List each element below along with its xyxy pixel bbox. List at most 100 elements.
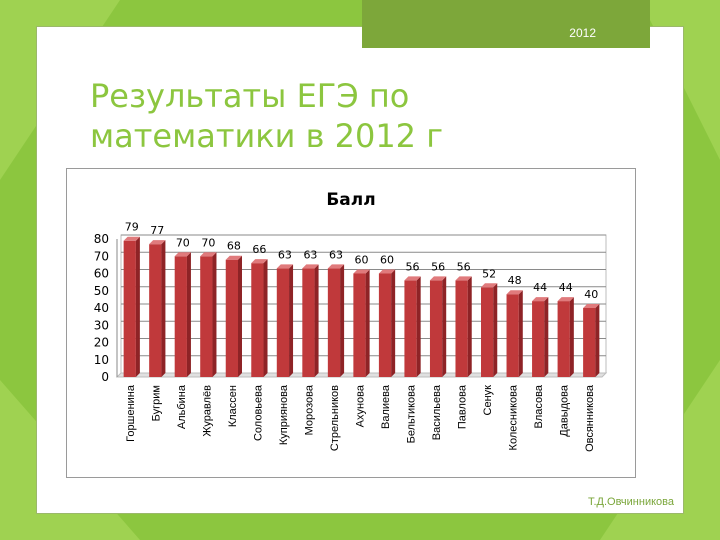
x-tick-label: Альбина [176, 384, 188, 429]
bar-front [174, 256, 187, 377]
data-label: 63 [278, 248, 292, 261]
y-tick-label: 70 [94, 249, 109, 263]
x-tick-label: Куприянова [278, 384, 290, 445]
bar-top [557, 297, 574, 302]
bar-side [135, 236, 140, 377]
x-tick-label: Валиева [380, 384, 392, 429]
bar [251, 259, 268, 377]
bar [481, 283, 498, 377]
bar-front [429, 280, 443, 377]
bar [149, 240, 166, 377]
bar-front [532, 301, 545, 377]
bar-top [149, 240, 166, 245]
data-label: 48 [508, 274, 522, 287]
data-label: 70 [176, 236, 190, 249]
year-label: 2012 [569, 26, 596, 40]
x-tick-label: Стрельников [329, 385, 341, 451]
chart-title: Балл [326, 190, 375, 210]
bar-side [314, 264, 319, 377]
bar-top [455, 276, 472, 281]
title-line-2: математики в 2012 г [90, 117, 444, 155]
bar [404, 276, 421, 377]
bar-top [200, 252, 217, 257]
data-label: 40 [584, 288, 598, 301]
bar-side [365, 269, 370, 377]
bar-front [251, 263, 264, 377]
bar-front [455, 280, 468, 377]
y-tick-label: 30 [94, 318, 109, 332]
bar [174, 252, 191, 377]
data-label: 68 [227, 240, 241, 253]
y-tick-label: 60 [94, 267, 109, 281]
data-label: 52 [482, 267, 496, 280]
bar-side [416, 276, 421, 377]
bar-top [481, 283, 498, 288]
x-tick-label: Журавлёв [201, 385, 213, 437]
bar-front [225, 259, 238, 377]
x-tick-label: Сенук [482, 385, 494, 416]
bar-front [378, 273, 392, 377]
bar-top [429, 276, 447, 281]
bar [506, 290, 523, 377]
bar [429, 276, 447, 377]
author-credit: Т.Д.Овчинникова [587, 496, 674, 508]
title-line-1: Результаты ЕГЭ по [90, 77, 410, 115]
bar-side [493, 283, 498, 377]
bar-top [532, 297, 549, 302]
x-tick-label: Овсянникова [584, 384, 596, 452]
bar-front [276, 268, 290, 377]
bar-front [583, 308, 596, 377]
y-tick-label: 40 [94, 301, 109, 315]
bar-front [200, 256, 213, 377]
bar-front [506, 294, 519, 377]
bar-front [353, 273, 366, 377]
bar-side [595, 304, 600, 377]
bar-top [583, 304, 600, 308]
bar-side [518, 290, 523, 377]
bar-side [237, 255, 242, 377]
bar-top [353, 269, 370, 274]
bar-side [467, 276, 472, 377]
bar-top [506, 290, 523, 295]
data-label: 44 [559, 281, 573, 294]
y-tick-label: 0 [101, 370, 109, 384]
data-label: 63 [303, 248, 317, 261]
chart-container: Балл 0 10 20 30 40 50 60 70 80 79 77 70 70 68 66 63 63 6… [66, 168, 636, 478]
y-tick-label: 80 [94, 232, 109, 246]
bar-front [327, 268, 341, 377]
bar-top [174, 252, 191, 257]
bar-front [404, 280, 417, 377]
bar [353, 269, 370, 377]
bar-side [212, 252, 217, 377]
bar-front [123, 240, 136, 377]
x-tick-label: Власова [533, 384, 545, 428]
data-label: 56 [406, 260, 420, 273]
bar-top [302, 264, 319, 269]
bar-side [442, 276, 447, 377]
x-tick-label: Васильева [431, 384, 443, 440]
x-tick-label: Горшенина [125, 384, 137, 442]
data-label: 60 [380, 254, 394, 267]
bar-side [569, 297, 574, 377]
data-label: 66 [252, 243, 266, 256]
bar-side [161, 240, 166, 377]
bar [276, 264, 294, 377]
page-title: Результаты ЕГЭ по математики в 2012 г [90, 76, 510, 156]
bar [225, 255, 242, 377]
data-label: 70 [201, 236, 215, 249]
data-label: 63 [329, 248, 343, 261]
bar-top [327, 264, 345, 269]
bar [532, 297, 549, 377]
bar-front [149, 244, 162, 377]
bar [327, 264, 345, 377]
bar-top [378, 269, 396, 274]
x-tick-label: Колесникова [508, 384, 520, 450]
bar-side [263, 259, 268, 377]
bar [557, 297, 574, 377]
x-tick-label: Морозова [303, 384, 315, 435]
bar [583, 304, 600, 377]
x-tick-label: Соловьева [252, 384, 264, 441]
bar [200, 252, 217, 377]
data-label: 60 [355, 254, 369, 267]
bar-top [251, 259, 268, 264]
